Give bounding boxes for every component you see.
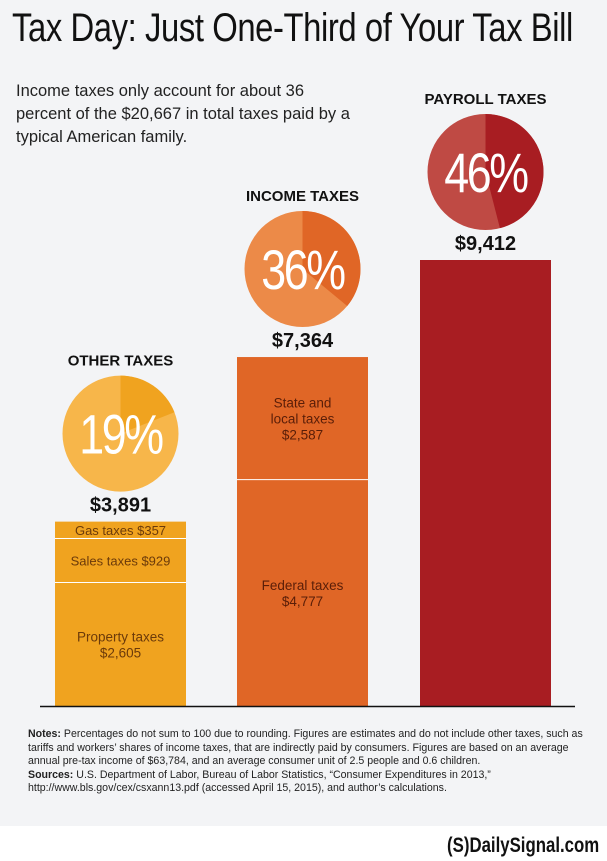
bar-chart: Property taxes$2,605 Sales taxes $929 Gas … — [40, 91, 575, 708]
notes: Notes: Percentages do not sum to 100 due… — [28, 728, 588, 796]
bar-total-label: $3,891 — [90, 495, 151, 517]
chart-title: Tax Day: Just One-Third of Your Tax Bill — [12, 6, 573, 50]
bar-segment — [237, 357, 368, 480]
percent-label: 46% — [444, 141, 528, 204]
bar-segment — [55, 538, 186, 583]
segment-value: $4,777 — [282, 594, 323, 609]
bar-segment — [55, 521, 186, 539]
category-label: OTHER TAXES — [68, 353, 174, 370]
segment-label: local taxes — [271, 411, 335, 426]
segment-value: $2,605 — [100, 645, 141, 660]
category-label: PAYROLL TAXES — [425, 91, 547, 108]
sources-text: U.S. Department of Labor, Bureau of Labo… — [28, 768, 491, 795]
segment-label: State and — [274, 395, 332, 410]
bar-segment — [55, 582, 186, 706]
category-label: INCOME TAXES — [246, 188, 359, 205]
daily-signal-logo: (S)DailySignal.com — [446, 834, 599, 857]
segment-label: Sales taxes $929 — [71, 554, 171, 569]
percent-wedge — [485, 114, 544, 229]
percent-label: 36% — [261, 238, 345, 301]
percent-label: 19% — [79, 403, 163, 466]
segment-value: $2,587 — [282, 427, 323, 442]
notes-label: Notes: — [28, 728, 61, 740]
bar-total-label: $9,412 — [455, 233, 516, 255]
bar-segment — [237, 479, 368, 706]
segment-label: Gas taxes $357 — [75, 523, 166, 538]
bar-total-label: $7,364 — [272, 330, 334, 352]
percent-wedge — [120, 375, 175, 434]
percent-wedge — [302, 211, 361, 307]
notes-text: Percentages do not sum to 100 due to rou… — [28, 728, 583, 767]
bar-segment — [420, 260, 551, 706]
segment-label: Property taxes — [77, 629, 164, 644]
chart-subtitle: Income taxes only account for about 36 p… — [16, 82, 350, 146]
segment-label: Federal taxes — [262, 578, 344, 593]
sources-label: Sources: — [28, 768, 74, 781]
